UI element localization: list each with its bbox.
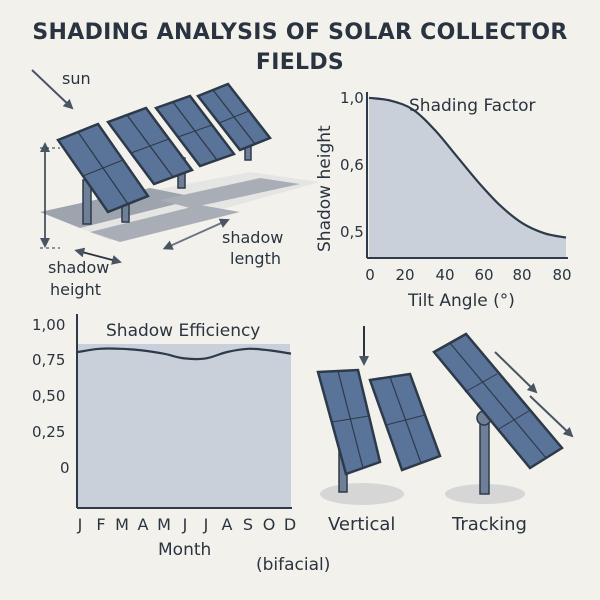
vertical-panel-left bbox=[316, 368, 382, 476]
x-tick-label: A bbox=[138, 515, 149, 534]
shadow-efficiency-area bbox=[78, 348, 291, 508]
solar-panel-4 bbox=[195, 82, 273, 152]
vertical-bifacial-illustration: Vertical (bifacial) bbox=[256, 326, 442, 575]
solar-field-illustration: sun shadow length shadow height bbox=[31, 69, 320, 299]
tracking-illustration: Tracking bbox=[432, 332, 574, 535]
shadow-length-label-2: length bbox=[230, 249, 281, 268]
x-tick-label: J bbox=[182, 515, 188, 534]
solar-panel-2 bbox=[106, 106, 194, 186]
title-line-1: SHADING ANALYSIS OF SOLAR COLLECTOR bbox=[32, 20, 568, 45]
x-tick-label: M bbox=[157, 515, 171, 534]
y-axis-label: Shadow height bbox=[315, 125, 335, 252]
x-tick-label: 60 bbox=[474, 266, 493, 284]
shadow-strip-3 bbox=[160, 178, 300, 208]
x-tick-label: M bbox=[115, 515, 129, 534]
x-tick-label: A bbox=[222, 515, 233, 534]
vertical-label: Vertical bbox=[328, 514, 395, 535]
x-axis-label: Month bbox=[158, 540, 211, 560]
solar-panel-3 bbox=[153, 94, 237, 168]
x-axis-label: Tilt Angle (°) bbox=[407, 291, 515, 311]
ground-shadow bbox=[320, 483, 404, 505]
shading-factor-area bbox=[369, 97, 566, 258]
x-tick-label: O bbox=[263, 515, 276, 534]
y-tick-label: 0,50 bbox=[32, 387, 65, 405]
x-tick-label: F bbox=[96, 515, 105, 534]
y-tick-label: 0,6 bbox=[340, 156, 364, 174]
shading-factor-chart: Shading Factor Shadow height Tilt Angle … bbox=[315, 89, 572, 311]
tracking-label: Tracking bbox=[451, 514, 527, 535]
x-tick-label: 80 bbox=[552, 266, 571, 284]
x-tick-label: 0 bbox=[365, 266, 375, 284]
shading-factor-line bbox=[368, 96, 567, 239]
tracking-panel bbox=[432, 332, 564, 470]
x-tick-label: 20 bbox=[395, 266, 414, 284]
x-tick-label: D bbox=[284, 515, 296, 534]
sun-ray-arrow bbox=[31, 69, 74, 110]
tracking-arrow-2 bbox=[529, 395, 574, 438]
y-tick-label: 1,00 bbox=[32, 316, 65, 334]
y-tick-label: 0,25 bbox=[32, 423, 65, 441]
shadow-height-arrow bbox=[74, 247, 122, 265]
y-tick-label: 1,0 bbox=[340, 89, 364, 107]
chart-title: Shadow Efficiency bbox=[106, 321, 260, 341]
shadow-efficiency-line bbox=[77, 347, 292, 361]
y-tick-label: 0 bbox=[60, 459, 70, 477]
x-tick-label: 40 bbox=[435, 266, 454, 284]
tracking-arrow-1 bbox=[494, 351, 538, 394]
shadow-efficiency-chart: Shadow Efficiency Month 1,00 0,75 0,50 0… bbox=[32, 314, 296, 560]
x-tick-label: S bbox=[243, 515, 253, 534]
sun-label: sun bbox=[62, 69, 91, 88]
vertical-panel-right bbox=[368, 372, 442, 472]
page-title: SHADING ANALYSIS OF SOLAR COLLECTOR FIEL… bbox=[0, 18, 600, 78]
solar-panel-1 bbox=[56, 122, 150, 214]
x-tick-label: J bbox=[203, 515, 209, 534]
bifacial-label: (bifacial) bbox=[256, 555, 330, 575]
shadow-length-arrow bbox=[162, 218, 230, 250]
y-tick-label: 0,75 bbox=[32, 351, 65, 369]
shadow-height-label-2: height bbox=[50, 280, 101, 299]
chart-title: Shading Factor bbox=[409, 96, 536, 116]
x-tick-label: J bbox=[77, 515, 83, 534]
x-tick-label: 80 bbox=[512, 266, 531, 284]
title-line-2: FIELDS bbox=[255, 50, 345, 75]
y-tick-label: 0,5 bbox=[340, 223, 364, 241]
shadow-length-label-1: shadow bbox=[222, 228, 283, 247]
shadow-height-label-1: shadow bbox=[48, 258, 109, 277]
tracker-post bbox=[479, 419, 490, 495]
